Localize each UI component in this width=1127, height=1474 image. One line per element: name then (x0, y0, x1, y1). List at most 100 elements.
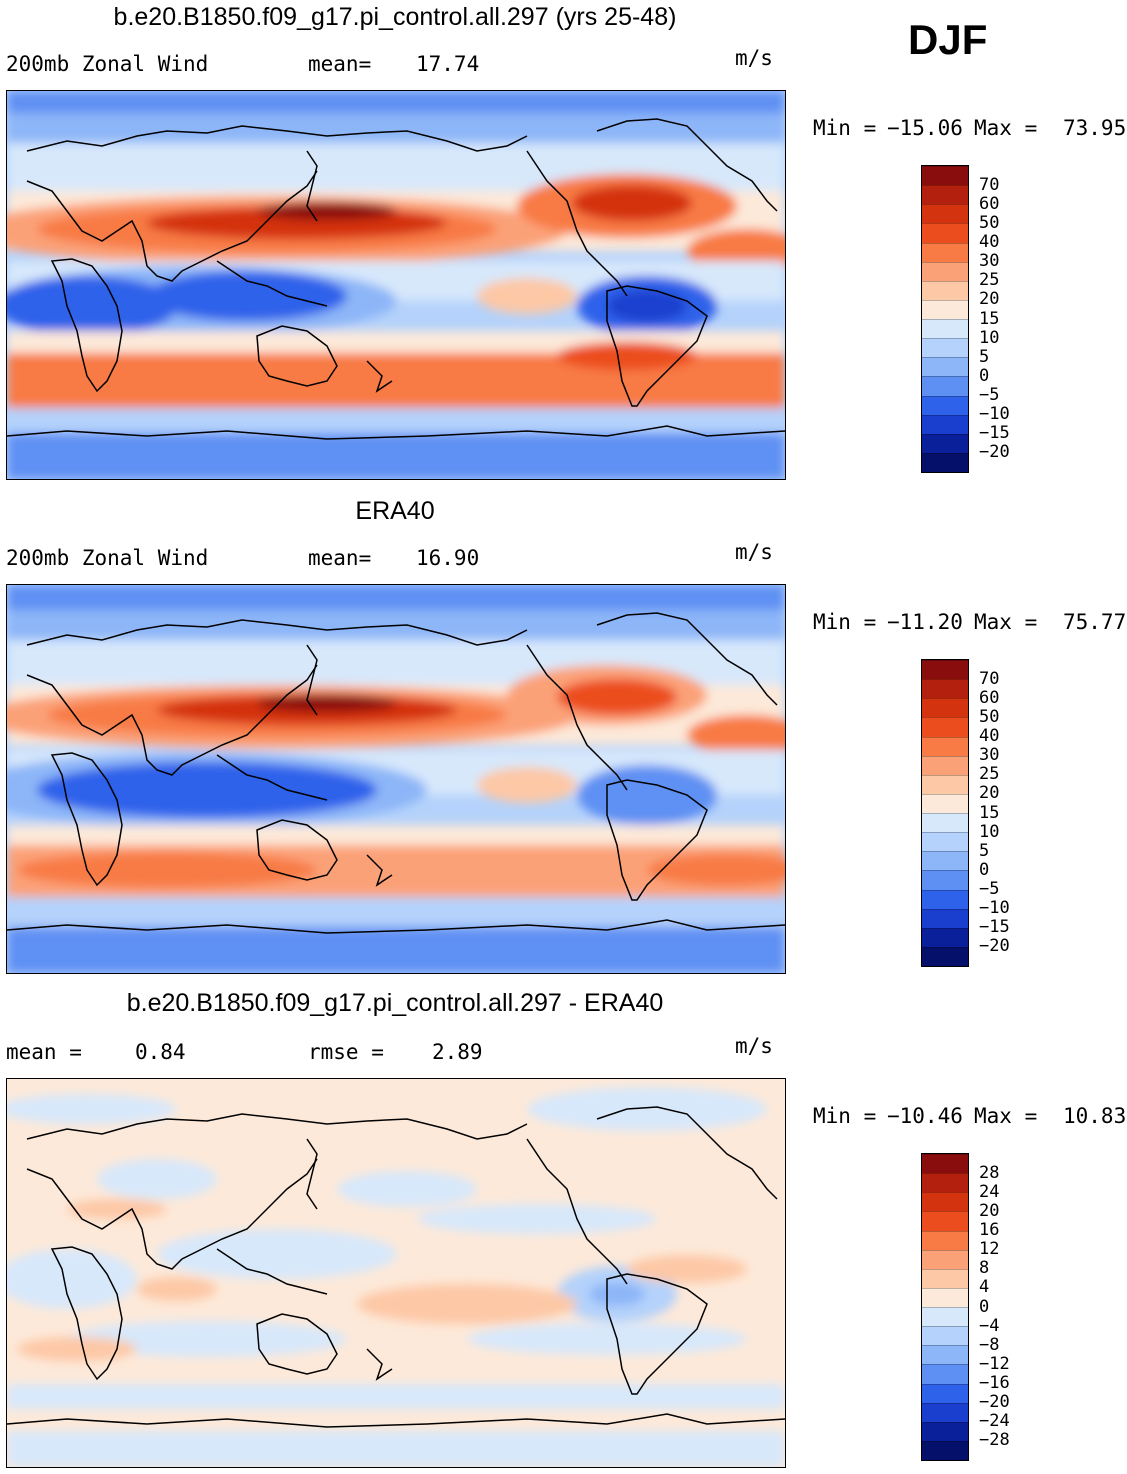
colorbar-label: −20 (979, 936, 1010, 957)
min-label: Min = (813, 610, 877, 634)
colorbar-label: 0 (979, 1296, 990, 1317)
colorbar-label: −24 (979, 1411, 1010, 1432)
colorbar-label: 8 (979, 1258, 990, 1279)
colorbar-swatch (922, 813, 968, 833)
colorbar-label: 4 (979, 1277, 990, 1298)
colorbar-swatch (922, 204, 968, 224)
mean-value: 17.74 (416, 52, 480, 76)
colorbar-swatch (922, 452, 968, 472)
max-value: 10.83 (1063, 1104, 1127, 1128)
colorbar-swatch (922, 870, 968, 890)
colorbar-label: 16 (979, 1220, 1000, 1240)
colorbar-swatch (922, 1287, 968, 1307)
colorbar-swatch (922, 1154, 968, 1174)
map-obs (6, 584, 786, 974)
map-diff (6, 1078, 786, 1468)
colorbar-swatch (922, 1268, 968, 1288)
max-value: 73.95 (1063, 116, 1127, 140)
colorbar-label: 10 (979, 327, 1000, 348)
colorbar-swatch (922, 1249, 968, 1269)
colorbar-label: 30 (979, 251, 1000, 272)
colorbar-swatch (922, 166, 968, 186)
colorbar-swatch (922, 1173, 968, 1193)
colorbar-swatch (922, 851, 968, 871)
colorbar-label: −20 (979, 442, 1010, 463)
colorbar-swatch (922, 319, 968, 339)
colorbar-swatch (922, 433, 968, 453)
colorbar-label: 0 (979, 365, 990, 386)
colorbar-model: 70 60 50 40 30 25 20 15 10 5 0 −5 −10 −15 −20 (921, 165, 1010, 473)
colorbar-label: 25 (979, 764, 1000, 785)
zonal-wind-field (7, 91, 785, 479)
colorbar-swatch (922, 1345, 968, 1365)
colorbar-swatch (922, 1421, 968, 1441)
colorbar-swatch (922, 717, 968, 737)
colorbar-label: −20 (979, 1392, 1010, 1413)
max-value: 75.77 (1063, 610, 1127, 634)
colorbar-swatch (922, 698, 968, 718)
min-value: −11.20 (887, 610, 963, 634)
colorbar-swatch (922, 1440, 968, 1460)
colorbar-label: 15 (979, 308, 1000, 329)
colorbar-swatch (922, 185, 968, 205)
colorbar-swatch (922, 261, 968, 281)
colorbar-swatch (922, 242, 968, 262)
zonal-wind-difference (7, 1079, 785, 1467)
colorbar-label: 60 (979, 687, 1000, 708)
colorbar-label: −15 (979, 423, 1010, 444)
colorbar-label: −15 (979, 917, 1010, 938)
colorbar-swatch (922, 1402, 968, 1422)
colorbar-swatch (922, 1192, 968, 1212)
colorbar-label: 10 (979, 821, 1000, 842)
colorbar-label: 25 (979, 270, 1000, 291)
colorbar-swatch (922, 832, 968, 852)
colorbar-swatch (922, 1326, 968, 1346)
panel-title: ERA40 (355, 497, 435, 525)
colorbar-label: 20 (979, 783, 1000, 804)
map-model (6, 90, 786, 480)
colorbar-label: 60 (979, 193, 1000, 214)
max-label: Max = (974, 610, 1038, 634)
mean-label: mean= (308, 546, 372, 570)
colorbar-label: 24 (979, 1181, 1000, 1202)
colorbar-swatch (922, 223, 968, 243)
colorbar-label: 70 (979, 668, 1000, 689)
colorbar-label: 5 (979, 840, 990, 861)
colorbar-swatch (922, 357, 968, 377)
mean-value: 0.84 (135, 1040, 186, 1064)
zonal-wind-field (7, 585, 785, 973)
colorbar-diff: 28 24 20 16 12 8 4 0 −4 −8 −12 −16 −20 −24 −28 (921, 1153, 1010, 1461)
colorbar-label: 50 (979, 212, 1000, 233)
colorbar-label: 50 (979, 706, 1000, 727)
colorbar-swatch (922, 908, 968, 928)
max-label: Max = (974, 116, 1038, 140)
colorbar-swatch (922, 793, 968, 813)
colorbar-label: 20 (979, 289, 1000, 310)
min-value: −10.46 (887, 1104, 963, 1128)
colorbar-swatch (922, 679, 968, 699)
colorbar-swatch (922, 338, 968, 358)
panel-title: b.e20.B1850.f09_g17.pi_control.all.297 (… (113, 3, 677, 31)
colorbar-swatch (922, 1211, 968, 1231)
colorbar-label: 5 (979, 346, 990, 367)
units-label: m/s (735, 46, 773, 70)
colorbar-label: 40 (979, 232, 1000, 252)
season-label: DJF (908, 16, 988, 63)
colorbar-swatch (922, 946, 968, 966)
units-label: m/s (735, 1034, 773, 1058)
colorbar-label: 20 (979, 1200, 1000, 1221)
units-label: m/s (735, 540, 773, 564)
colorbar-label: 0 (979, 859, 990, 880)
colorbar-swatch (922, 376, 968, 396)
colorbar-swatch (922, 1383, 968, 1403)
mean-label: mean= (308, 52, 372, 76)
mean-value: 16.90 (416, 546, 480, 570)
colorbar-swatch (922, 299, 968, 319)
colorbar-label: −8 (979, 1334, 1000, 1355)
colorbar-swatch (922, 1230, 968, 1250)
colorbar-swatch (922, 889, 968, 909)
colorbar-label: 70 (979, 174, 1000, 195)
colorbar-label: −10 (979, 898, 1010, 919)
colorbar-label: −10 (979, 404, 1010, 425)
colorbar-swatch (922, 1364, 968, 1384)
